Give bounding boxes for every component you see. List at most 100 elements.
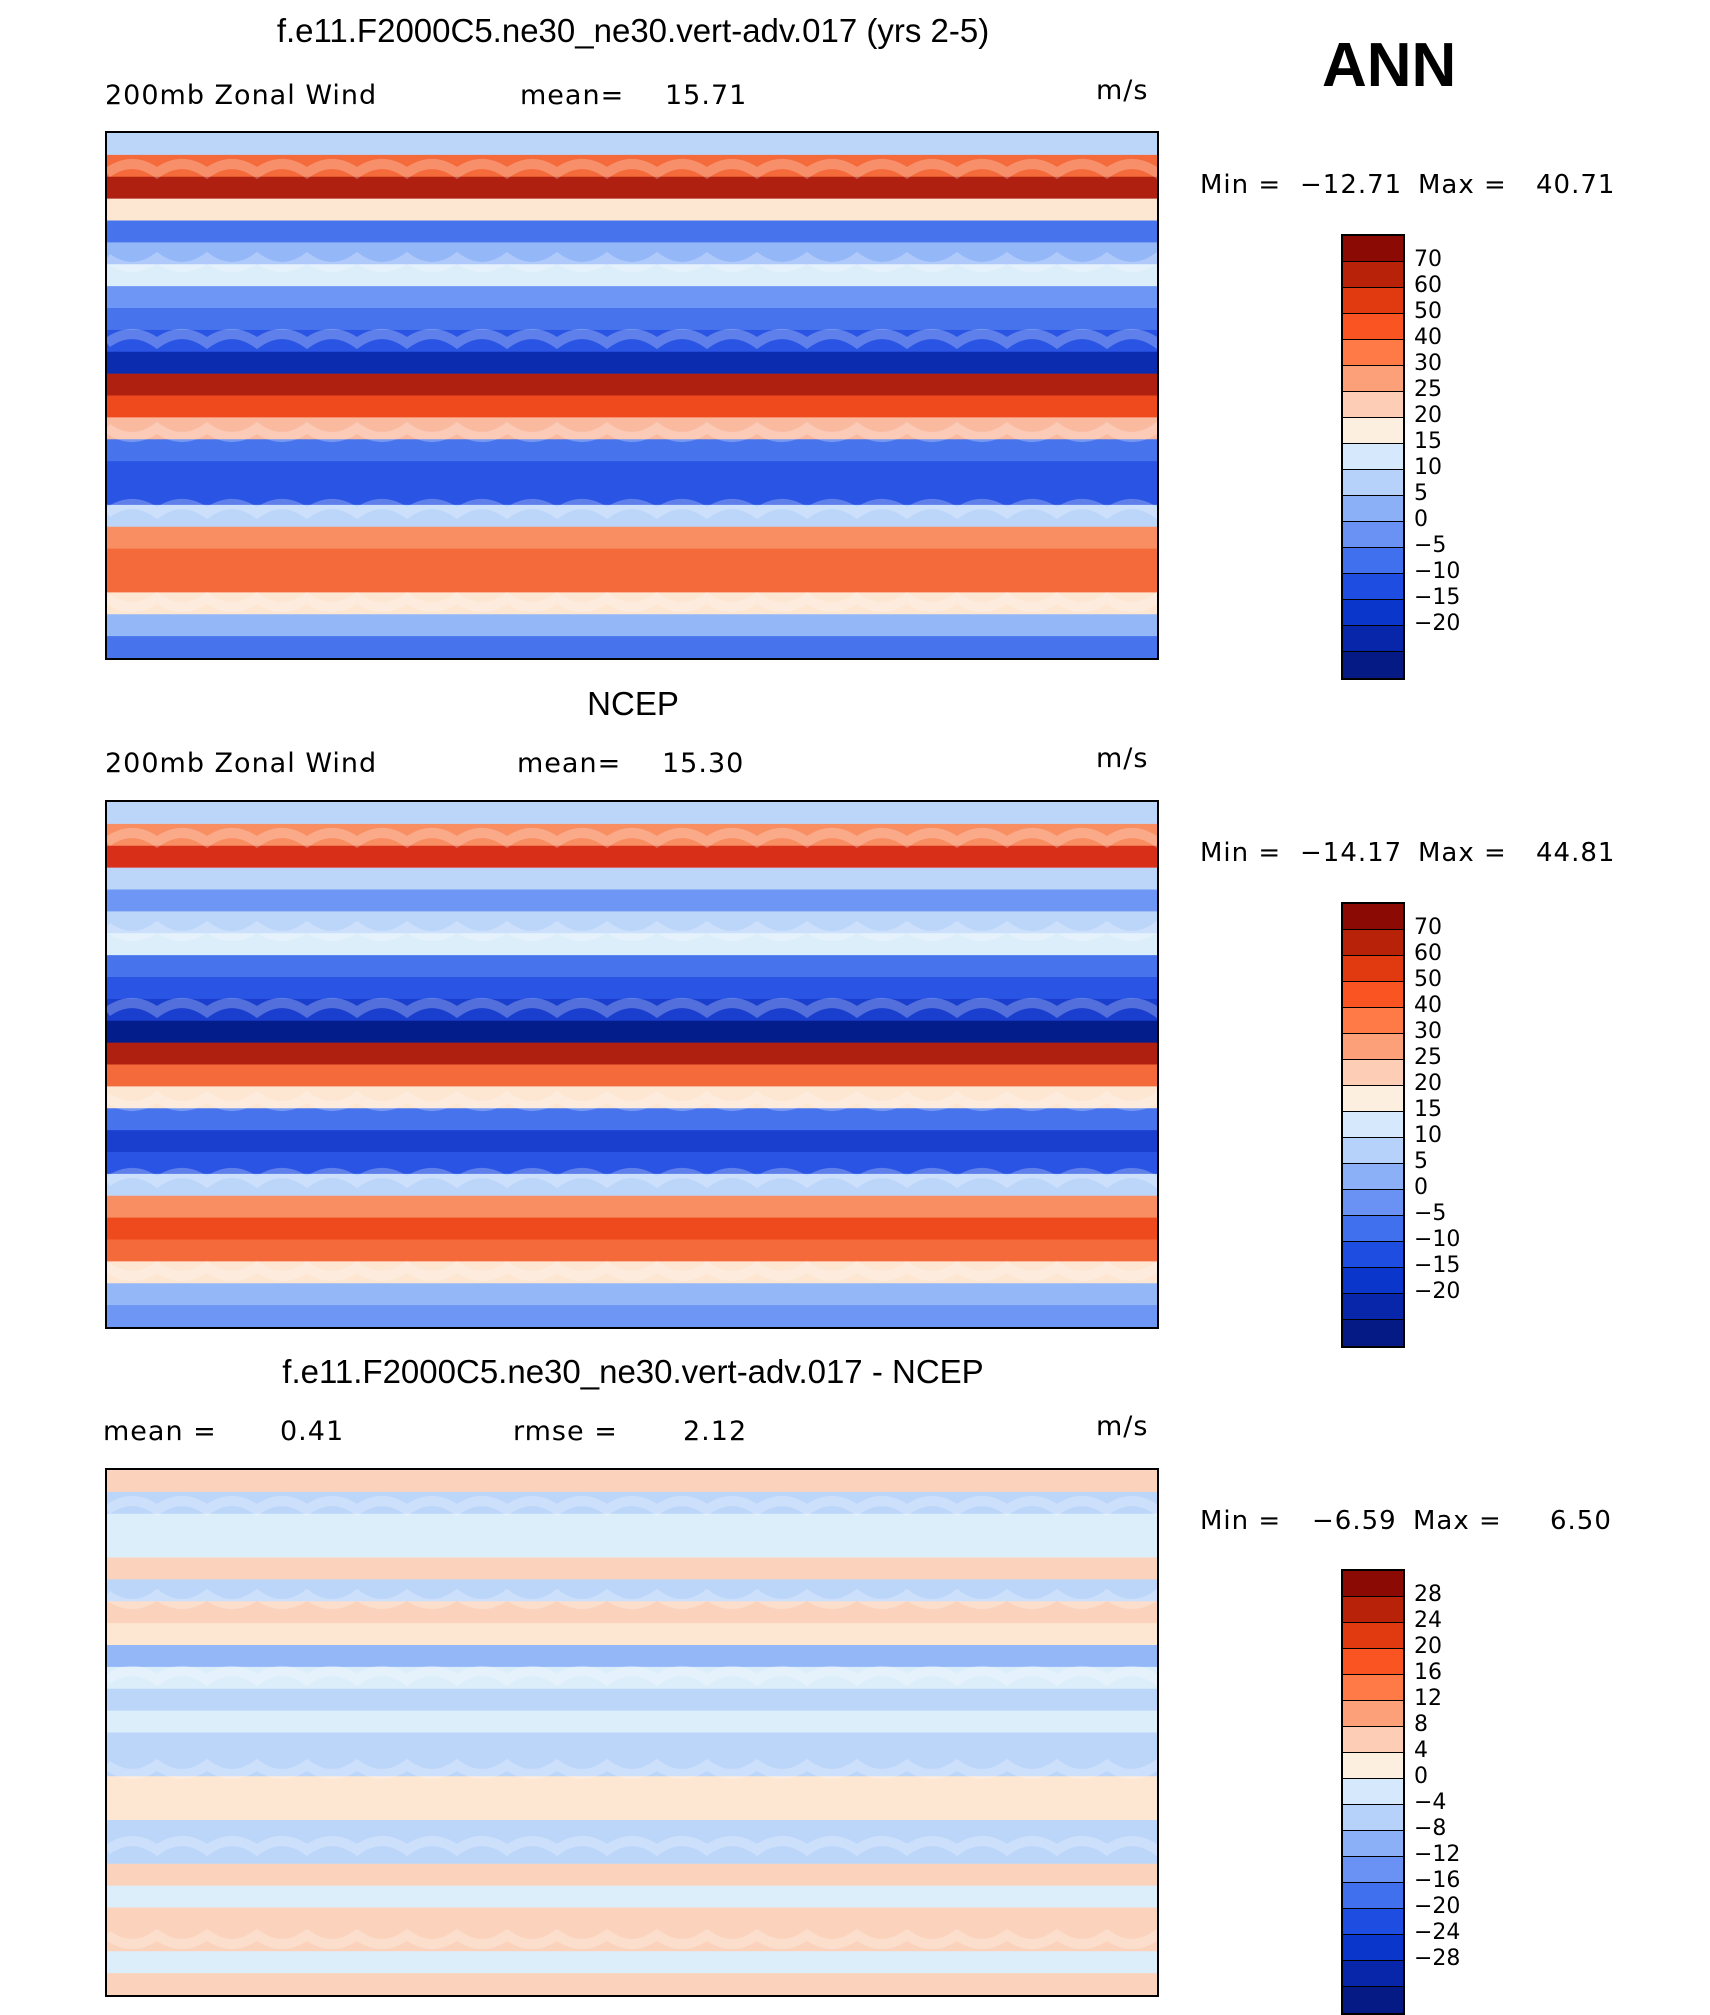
- panel-2-mean-value: 15.30: [662, 748, 745, 779]
- contour-line: [107, 1260, 1157, 1281]
- panel-3-max-value: 6.50: [1550, 1506, 1612, 1536]
- panel-1-map: [105, 131, 1159, 660]
- legend-label: 16: [1414, 1660, 1442, 1685]
- legend-swatch: [1343, 1935, 1403, 1961]
- legend-label: −28: [1414, 1946, 1461, 1971]
- contour-line: [107, 1588, 1157, 1609]
- legend-label: −15: [1414, 1253, 1461, 1278]
- legend-label: 70: [1414, 247, 1442, 272]
- legend-label: −15: [1414, 585, 1461, 610]
- panel-1-legend-bar: [1341, 234, 1405, 680]
- legend-swatch: [1343, 574, 1403, 600]
- panel-2-legend-bar: [1341, 902, 1405, 1348]
- contour-band: [107, 1535, 1157, 1559]
- contour-band: [107, 1042, 1157, 1066]
- contour-band: [107, 154, 1157, 178]
- legend-label: 5: [1414, 481, 1428, 506]
- contour-line: [107, 1928, 1157, 1949]
- panel-3-max-label: Max =: [1413, 1506, 1502, 1536]
- panel-3-min-value: −6.59: [1312, 1506, 1397, 1536]
- legend-swatch: [1343, 236, 1403, 262]
- contour-band: [107, 526, 1157, 550]
- contour-band: [107, 329, 1157, 353]
- legend-swatch: [1343, 1571, 1403, 1597]
- contour-band: [107, 133, 1157, 156]
- contour-band: [107, 220, 1157, 243]
- contour-band: [107, 1173, 1157, 1197]
- legend-label: 0: [1414, 507, 1428, 532]
- panel-2-field-label: 200mb Zonal Wind: [105, 748, 378, 779]
- legend-label: 30: [1414, 1019, 1442, 1044]
- contour-band: [107, 911, 1157, 934]
- panel-3-mean-value: 0.41: [280, 1416, 345, 1447]
- panel-2-contour-field: [107, 802, 1157, 1327]
- contour-band: [107, 977, 1157, 1000]
- panel-2-units: m/s: [1096, 743, 1149, 774]
- contour-band: [107, 1491, 1157, 1515]
- legend-label: 15: [1414, 429, 1442, 454]
- legend-swatch: [1343, 626, 1403, 652]
- contour-band: [107, 802, 1157, 825]
- contour-band: [107, 1710, 1157, 1734]
- legend-label: 10: [1414, 455, 1442, 480]
- legend-label: 10: [1414, 1123, 1442, 1148]
- panel-2-mean-label: mean=: [517, 748, 622, 779]
- legend-swatch: [1343, 470, 1403, 496]
- legend-swatch: [1343, 1294, 1403, 1320]
- legend-label: −20: [1414, 1894, 1461, 1919]
- contour-band: [107, 264, 1157, 287]
- contour-line: [107, 1496, 1157, 1517]
- legend-label: 12: [1414, 1686, 1442, 1711]
- panel-3-title: f.e11.F2000C5.ne30_ne30.vert-adv.017 - N…: [282, 1353, 984, 1390]
- contour-band: [107, 417, 1157, 440]
- contour-band: [107, 592, 1157, 615]
- panel-1-field-label: 200mb Zonal Wind: [105, 80, 378, 111]
- legend-swatch: [1343, 956, 1403, 982]
- legend-swatch: [1343, 1675, 1403, 1701]
- legend-swatch: [1343, 1857, 1403, 1883]
- contour-band: [107, 1973, 1157, 1995]
- contour-band: [107, 1108, 1157, 1131]
- panel-1-title: f.e11.F2000C5.ne30_ne30.vert-adv.017 (yr…: [276, 12, 990, 49]
- legend-swatch: [1343, 1060, 1403, 1086]
- contour-band: [107, 242, 1157, 265]
- contour-band: [107, 636, 1157, 658]
- panel-3-rmse-label: rmse =: [513, 1416, 618, 1447]
- contour-band: [107, 1130, 1157, 1153]
- legend-label: −8: [1414, 1816, 1447, 1841]
- legend-label: −10: [1414, 1227, 1461, 1252]
- contour-band: [107, 1645, 1157, 1668]
- panel-3-legend-bar: [1341, 1569, 1405, 2015]
- legend-swatch: [1343, 1008, 1403, 1034]
- contour-band: [107, 461, 1157, 484]
- contour-band: [107, 1305, 1157, 1327]
- panel-3-map: [105, 1468, 1159, 1997]
- contour-band: [107, 198, 1157, 222]
- panel-3-units: m/s: [1096, 1411, 1149, 1442]
- legend-swatch: [1343, 1242, 1403, 1268]
- legend-swatch: [1343, 982, 1403, 1008]
- contour-line: [107, 1666, 1157, 1687]
- contour-band: [107, 439, 1157, 462]
- contour-band: [107, 823, 1157, 847]
- legend-label: 20: [1414, 1634, 1442, 1659]
- legend-label: 4: [1414, 1738, 1428, 1763]
- legend-label: −10: [1414, 559, 1461, 584]
- legend-label: 70: [1414, 915, 1442, 940]
- legend-label: 15: [1414, 1097, 1442, 1122]
- contour-band: [107, 1623, 1157, 1646]
- contour-line: [107, 920, 1157, 941]
- legend-swatch: [1343, 1190, 1403, 1216]
- panel-1-mean-value: 15.71: [665, 80, 748, 111]
- contour-band: [107, 1601, 1157, 1624]
- contour-band: [107, 373, 1157, 397]
- contour-band: [107, 548, 1157, 572]
- contour-band: [107, 1841, 1157, 1865]
- legend-swatch: [1343, 1961, 1403, 1987]
- legend-label: 30: [1414, 351, 1442, 376]
- legend-swatch: [1343, 904, 1403, 930]
- contour-line: [107, 1168, 1157, 1189]
- panel-3-contour-field: [107, 1470, 1157, 1995]
- contour-band: [107, 1776, 1157, 1799]
- legend-label: −5: [1414, 533, 1447, 558]
